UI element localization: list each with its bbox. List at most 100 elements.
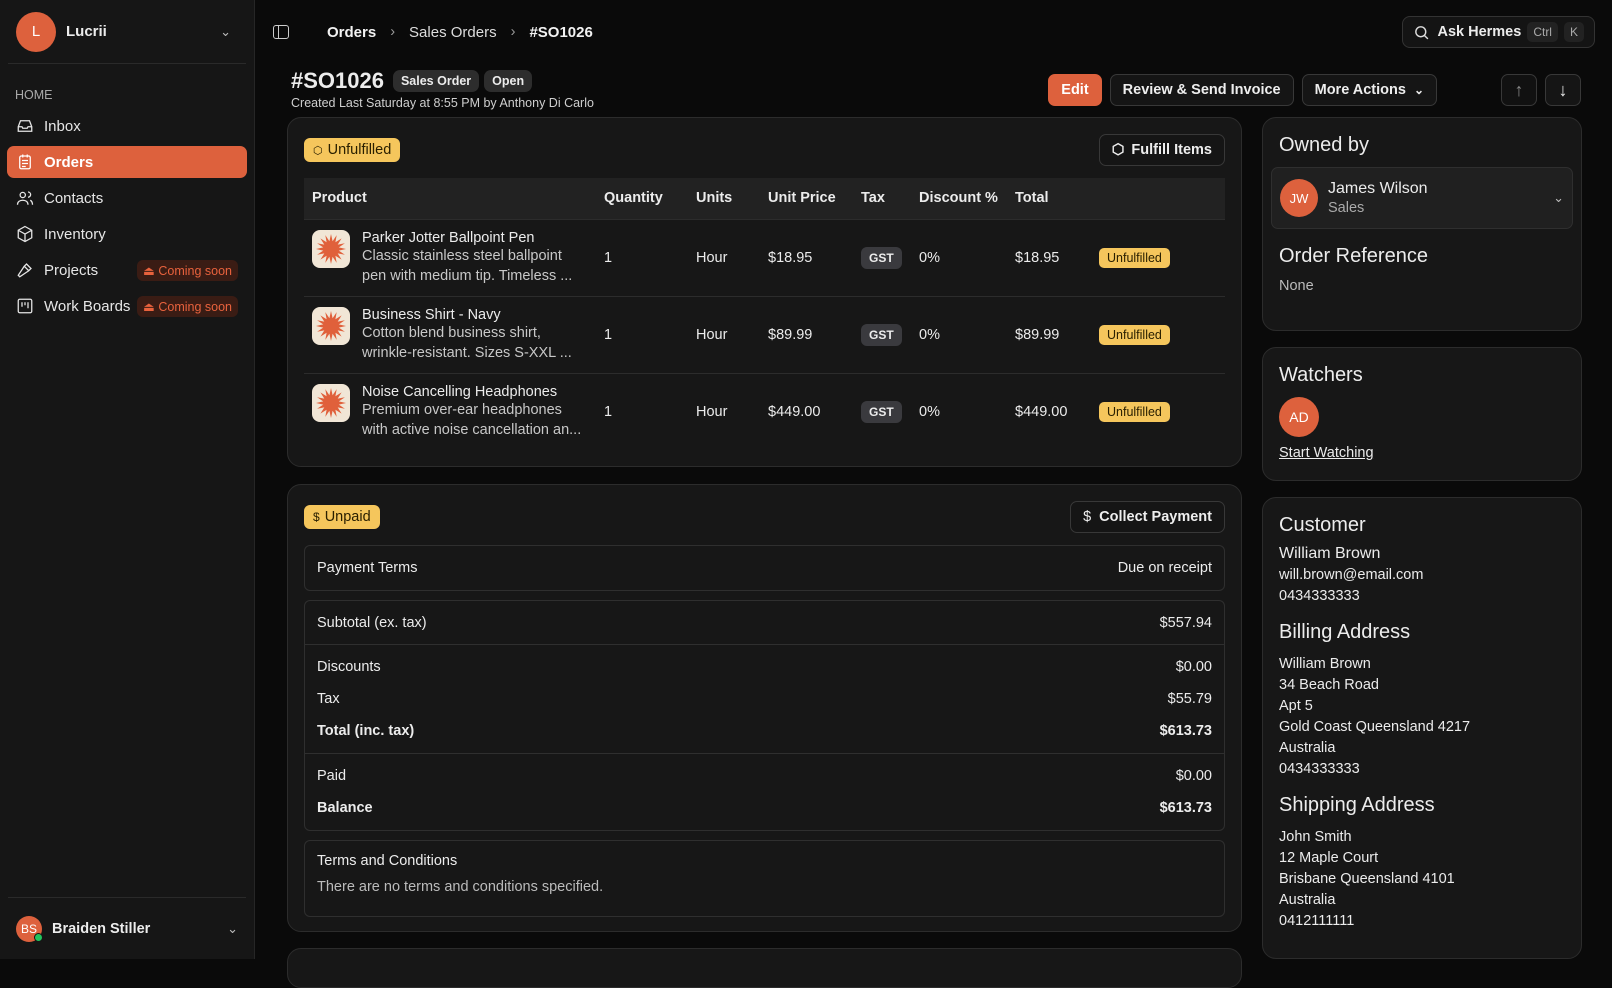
owner-select[interactable]: JW James Wilson Sales ⌄ [1271,167,1573,229]
line-items-table: Product Quantity Units Unit Price Tax Discoun… [304,178,1225,450]
unit-price-cell: $18.95 [760,218,853,296]
tax-label: Tax [317,691,340,707]
topbar: Orders › Sales Orders › #SO1026 Ask Herm… [255,0,1612,64]
payment-terms-label: Payment Terms [317,560,418,576]
product-description: Premium over-ear headphones [362,401,562,418]
shipping-address-heading: Shipping Address [1279,794,1435,816]
owner-card: Owned by JW James Wilson Sales ⌄ Order Re… [1262,117,1582,331]
item-status-badge: Unfulfilled [1099,247,1170,268]
product-image [312,383,350,422]
sidebar-item-projects[interactable]: Projects ⏏ Coming soon [7,254,247,286]
breadcrumb-sales-orders[interactable]: Sales Orders [409,23,497,41]
sidebar-item-label: Contacts [44,189,104,207]
ask-hermes-label: Ask Hermes [1437,24,1522,40]
coming-soon-badge: ⏏ Coming soon [137,259,238,281]
billing-address-line: Australia [1279,740,1336,756]
shipping-address-line: Brisbane Queensland 4101 [1279,871,1455,887]
review-send-invoice-button[interactable]: Review & Send Invoice [1109,74,1294,106]
order-header: #SO1026 Sales Order Open Created Last Sa… [291,68,1591,110]
total-cell: $18.95 [1007,218,1091,296]
order-reference-value: None [1279,278,1314,294]
customer-name[interactable]: William Brown [1279,545,1381,562]
payment-status-label: Unpaid [324,509,371,525]
table-row[interactable]: Business Shirt - Navy Cotton blend busine… [304,295,1225,373]
sidebar-item-orders[interactable]: Orders [7,146,247,178]
breadcrumb-current: #SO1026 [529,23,593,41]
balance-label: Balance [317,800,373,816]
product-description: Classic stainless steel ballpoint [362,247,562,264]
terms-conditions-box: Terms and Conditions There are no terms … [304,840,1225,917]
item-status-badge: Unfulfilled [1099,324,1170,345]
sidebar-item-label: Inventory [44,225,106,243]
billing-address-line: 34 Beach Road [1279,677,1379,693]
order-reference-heading: Order Reference [1279,245,1428,267]
table-row[interactable]: Parker Jotter Ballpoint Pen Classic stain… [304,218,1225,296]
billing-address-line: Apt 5 [1279,698,1313,714]
fulfillment-card: ⬡ Unfulfilled ⬡ Fulfill Items Product Quant… [287,117,1242,467]
shipping-address-line: 12 Maple Court [1279,850,1379,866]
column-header: Unit Price [760,178,853,219]
billing-address-heading: Billing Address [1279,621,1411,643]
shipping-address-line: Australia [1279,892,1336,908]
coming-soon-label: Coming soon [158,299,232,314]
owner-role: Sales [1328,200,1365,216]
section-label: HOME [15,88,53,102]
status-badge: Open [484,70,533,92]
user-menu[interactable]: BS Braiden Stiller ⌄ [8,897,246,959]
owner-name: James Wilson [1328,180,1428,197]
units-cell: Hour [688,295,760,373]
table-row[interactable]: Noise Cancelling Headphones Premium over-… [304,372,1225,450]
customer-phone: 0434333333 [1279,588,1360,604]
sidebar-toggle-icon[interactable] [273,25,289,39]
edit-button[interactable]: Edit [1048,74,1102,106]
start-watching-link[interactable]: Start Watching [1279,445,1374,461]
product-name[interactable]: Business Shirt - Navy [362,306,501,323]
owned-by-heading: Owned by [1279,134,1370,156]
total-label: Total (inc. tax) [317,723,415,739]
watcher-avatar: AD [1279,397,1319,437]
workspace-name: Lucrii [66,23,107,40]
collect-payment-button[interactable]: $ Collect Payment [1070,501,1225,533]
unit-price-cell: $449.00 [760,372,853,450]
fulfillment-status-label: Unfulfilled [327,142,392,158]
total-value: $613.73 [1159,723,1212,739]
sidebar-item-work-boards[interactable]: Work Boards ⏏ Coming soon [7,290,247,322]
watchers-card: Watchers AD Start Watching [1262,347,1582,481]
unit-price-cell: $89.99 [760,295,853,373]
column-header: Units [688,178,760,219]
ask-hermes-button[interactable]: Ask Hermes Ctrl K [1402,16,1595,48]
previous-order-button[interactable]: ↑ [1501,74,1537,106]
workspace-switcher[interactable]: L Lucrii ⌄ [8,0,246,64]
product-name[interactable]: Parker Jotter Ballpoint Pen [362,229,535,246]
more-actions-button[interactable]: More Actions ⌄ [1301,74,1437,106]
sidebar-item-inventory[interactable]: Inventory [7,218,247,250]
coming-soon-badge: ⏏ Coming soon [137,295,238,317]
next-order-button[interactable]: ↓ [1545,74,1581,106]
discount-cell: 0% [911,295,1007,373]
customer-email: will.brown@email.com [1279,567,1424,583]
online-status-indicator [34,933,43,942]
paid-label: Paid [317,768,347,784]
sidebar-item-label: Projects [44,261,99,279]
sidebar-item-inbox[interactable]: Inbox [7,110,247,142]
column-header: Tax [853,178,911,219]
quantity-cell: 1 [596,372,688,450]
shipping-address-line: 0412111111 [1279,913,1355,929]
tax-value: $55.79 [1167,691,1212,707]
product-image [312,306,350,345]
chevron-right-icon: › [510,24,516,40]
product-name[interactable]: Noise Cancelling Headphones [362,383,558,400]
product-description: wrinkle-resistant. Sizes S-XXL ... [362,344,572,361]
customer-card: Customer William Brown will.brown@email.… [1262,497,1582,959]
created-info: Created Last Saturday at 8:55 PM by Anth… [291,96,594,110]
totals-box: Subtotal (ex. tax) $557.94 Discounts $0.00… [304,600,1225,831]
construction-icon: ⏏ [143,263,155,278]
terms-conditions-text: There are no terms and conditions specif… [317,879,604,895]
inbox-icon [16,117,34,135]
breadcrumb-orders[interactable]: Orders [327,23,377,41]
dollar-icon: $ [1083,509,1092,525]
subtotal-label: Subtotal (ex. tax) [317,614,427,631]
product-description: with active noise cancellation an... [362,421,582,438]
fulfill-items-button[interactable]: ⬡ Fulfill Items [1098,134,1225,166]
sidebar-item-contacts[interactable]: Contacts [7,182,247,214]
